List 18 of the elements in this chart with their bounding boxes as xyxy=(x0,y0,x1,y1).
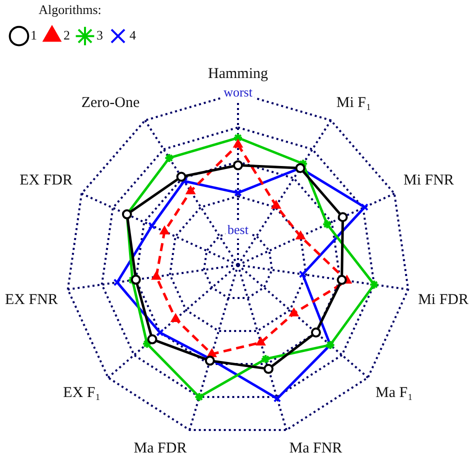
y-tick-label: best xyxy=(228,222,249,238)
spoke-label: Mi FDR xyxy=(418,292,469,308)
legend-label: 1 xyxy=(30,28,37,43)
spoke-label: Ma F₁ xyxy=(375,385,413,402)
spoke-label: EX FDR xyxy=(20,172,73,188)
y-tick-label: worst xyxy=(224,84,253,100)
spoke-label: Zero-One xyxy=(81,94,140,111)
legend-label: 4 xyxy=(130,28,136,43)
legend-label: 3 xyxy=(96,28,103,43)
legend-title: Algorithms: xyxy=(38,2,102,17)
spoke-label: EX F₁ xyxy=(63,385,101,402)
spoke-label: Ma FNR xyxy=(289,440,342,456)
spoke-label: Hamming xyxy=(208,66,268,82)
spoke-label: Mi FNR xyxy=(403,172,454,188)
spoke-label: Mi F₁ xyxy=(336,94,372,111)
spoke-label: EX FNR xyxy=(4,292,58,308)
legend-label: 2 xyxy=(64,28,70,43)
spoke-label: Ma FDR xyxy=(134,440,187,456)
